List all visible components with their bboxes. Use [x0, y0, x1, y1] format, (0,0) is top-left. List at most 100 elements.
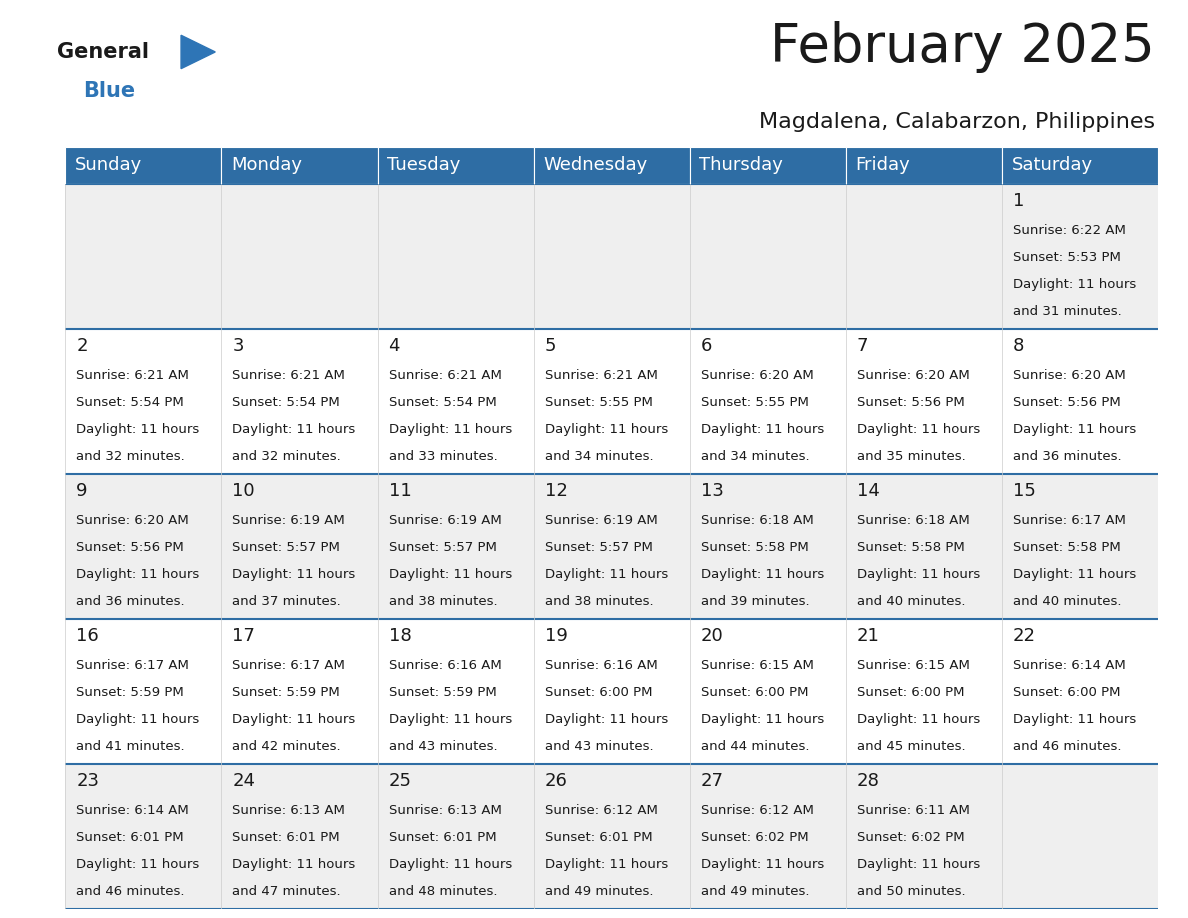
Text: 9: 9 — [76, 482, 88, 500]
Text: Sunset: 6:00 PM: Sunset: 6:00 PM — [1013, 686, 1120, 700]
Text: and 39 minutes.: and 39 minutes. — [701, 595, 809, 608]
Bar — [846, 184, 1003, 329]
Text: Daylight: 11 hours: Daylight: 11 hours — [1013, 568, 1137, 581]
Text: and 36 minutes.: and 36 minutes. — [1013, 450, 1121, 463]
Text: 4: 4 — [388, 337, 400, 355]
Text: Sunrise: 6:21 AM: Sunrise: 6:21 AM — [233, 369, 346, 382]
Text: Thursday: Thursday — [700, 156, 783, 174]
Text: Sunrise: 6:20 AM: Sunrise: 6:20 AM — [857, 369, 969, 382]
Text: and 31 minutes.: and 31 minutes. — [1013, 305, 1121, 318]
Text: Sunset: 5:59 PM: Sunset: 5:59 PM — [76, 686, 184, 700]
Text: and 32 minutes.: and 32 minutes. — [76, 450, 185, 463]
Text: Sunrise: 6:11 AM: Sunrise: 6:11 AM — [857, 804, 969, 817]
Text: Daylight: 11 hours: Daylight: 11 hours — [233, 423, 355, 436]
Bar — [1003, 184, 1158, 329]
Text: 26: 26 — [544, 772, 568, 790]
Text: Daylight: 11 hours: Daylight: 11 hours — [388, 858, 512, 871]
Bar — [690, 147, 846, 184]
Polygon shape — [181, 35, 215, 69]
Text: Daylight: 11 hours: Daylight: 11 hours — [701, 568, 824, 581]
Text: Sunrise: 6:20 AM: Sunrise: 6:20 AM — [701, 369, 814, 382]
Text: and 41 minutes.: and 41 minutes. — [76, 740, 185, 753]
Text: Sunset: 5:53 PM: Sunset: 5:53 PM — [1013, 251, 1121, 264]
Text: Blue: Blue — [83, 82, 134, 101]
Bar — [533, 329, 690, 474]
Text: 24: 24 — [233, 772, 255, 790]
Text: Daylight: 11 hours: Daylight: 11 hours — [544, 568, 668, 581]
Text: Sunrise: 6:16 AM: Sunrise: 6:16 AM — [544, 659, 657, 672]
Bar — [1003, 474, 1158, 619]
Text: Daylight: 11 hours: Daylight: 11 hours — [76, 423, 200, 436]
Text: Sunset: 5:56 PM: Sunset: 5:56 PM — [857, 396, 965, 409]
Text: and 36 minutes.: and 36 minutes. — [76, 595, 185, 608]
Text: Sunset: 5:57 PM: Sunset: 5:57 PM — [388, 541, 497, 554]
Text: Sunrise: 6:13 AM: Sunrise: 6:13 AM — [233, 804, 346, 817]
Text: Daylight: 11 hours: Daylight: 11 hours — [857, 713, 980, 726]
Text: Daylight: 11 hours: Daylight: 11 hours — [76, 858, 200, 871]
Text: Sunset: 5:59 PM: Sunset: 5:59 PM — [388, 686, 497, 700]
Text: 25: 25 — [388, 772, 411, 790]
Bar — [690, 329, 846, 474]
Bar — [846, 147, 1003, 184]
Bar — [221, 184, 378, 329]
Text: Daylight: 11 hours: Daylight: 11 hours — [1013, 423, 1137, 436]
Text: General: General — [57, 42, 148, 62]
Text: and 34 minutes.: and 34 minutes. — [701, 450, 809, 463]
Text: 21: 21 — [857, 627, 880, 645]
Bar — [846, 764, 1003, 909]
Text: 17: 17 — [233, 627, 255, 645]
Bar — [221, 147, 378, 184]
Text: February 2025: February 2025 — [770, 21, 1155, 73]
Text: Sunset: 5:55 PM: Sunset: 5:55 PM — [544, 396, 652, 409]
Text: Daylight: 11 hours: Daylight: 11 hours — [857, 423, 980, 436]
Bar — [378, 184, 533, 329]
Bar — [533, 184, 690, 329]
Text: 28: 28 — [857, 772, 880, 790]
Text: and 46 minutes.: and 46 minutes. — [76, 885, 185, 898]
Text: 7: 7 — [857, 337, 868, 355]
Bar — [221, 764, 378, 909]
Text: Daylight: 11 hours: Daylight: 11 hours — [701, 858, 824, 871]
Bar — [378, 147, 533, 184]
Text: Sunset: 5:54 PM: Sunset: 5:54 PM — [76, 396, 184, 409]
Text: and 44 minutes.: and 44 minutes. — [701, 740, 809, 753]
Text: Daylight: 11 hours: Daylight: 11 hours — [544, 423, 668, 436]
Text: Daylight: 11 hours: Daylight: 11 hours — [857, 568, 980, 581]
Bar — [65, 764, 221, 909]
Text: 27: 27 — [701, 772, 723, 790]
Text: Daylight: 11 hours: Daylight: 11 hours — [701, 423, 824, 436]
Text: and 43 minutes.: and 43 minutes. — [388, 740, 497, 753]
Text: Sunset: 5:57 PM: Sunset: 5:57 PM — [233, 541, 340, 554]
Text: 1: 1 — [1013, 192, 1024, 210]
Bar — [378, 764, 533, 909]
Text: and 42 minutes.: and 42 minutes. — [233, 740, 341, 753]
Text: and 32 minutes.: and 32 minutes. — [233, 450, 341, 463]
Bar — [378, 619, 533, 764]
Text: Sunset: 6:02 PM: Sunset: 6:02 PM — [857, 831, 965, 845]
Text: Magdalena, Calabarzon, Philippines: Magdalena, Calabarzon, Philippines — [759, 112, 1155, 131]
Text: Monday: Monday — [230, 156, 302, 174]
Text: Sunrise: 6:17 AM: Sunrise: 6:17 AM — [76, 659, 189, 672]
Text: Tuesday: Tuesday — [387, 156, 461, 174]
Text: Sunset: 6:00 PM: Sunset: 6:00 PM — [857, 686, 965, 700]
Text: Sunrise: 6:21 AM: Sunrise: 6:21 AM — [544, 369, 657, 382]
Text: Daylight: 11 hours: Daylight: 11 hours — [1013, 713, 1137, 726]
Text: and 43 minutes.: and 43 minutes. — [544, 740, 653, 753]
Text: and 38 minutes.: and 38 minutes. — [388, 595, 497, 608]
Bar — [690, 764, 846, 909]
Text: 5: 5 — [544, 337, 556, 355]
Text: Sunset: 6:01 PM: Sunset: 6:01 PM — [544, 831, 652, 845]
Text: Daylight: 11 hours: Daylight: 11 hours — [857, 858, 980, 871]
Bar — [378, 329, 533, 474]
Text: and 46 minutes.: and 46 minutes. — [1013, 740, 1121, 753]
Text: and 40 minutes.: and 40 minutes. — [1013, 595, 1121, 608]
Text: and 38 minutes.: and 38 minutes. — [544, 595, 653, 608]
Text: Sunday: Sunday — [75, 156, 141, 174]
Text: Sunset: 5:59 PM: Sunset: 5:59 PM — [233, 686, 340, 700]
Text: Daylight: 11 hours: Daylight: 11 hours — [544, 858, 668, 871]
Text: Daylight: 11 hours: Daylight: 11 hours — [388, 713, 512, 726]
Text: Sunrise: 6:18 AM: Sunrise: 6:18 AM — [701, 514, 814, 527]
Bar — [533, 474, 690, 619]
Text: and 37 minutes.: and 37 minutes. — [233, 595, 341, 608]
Bar — [533, 147, 690, 184]
